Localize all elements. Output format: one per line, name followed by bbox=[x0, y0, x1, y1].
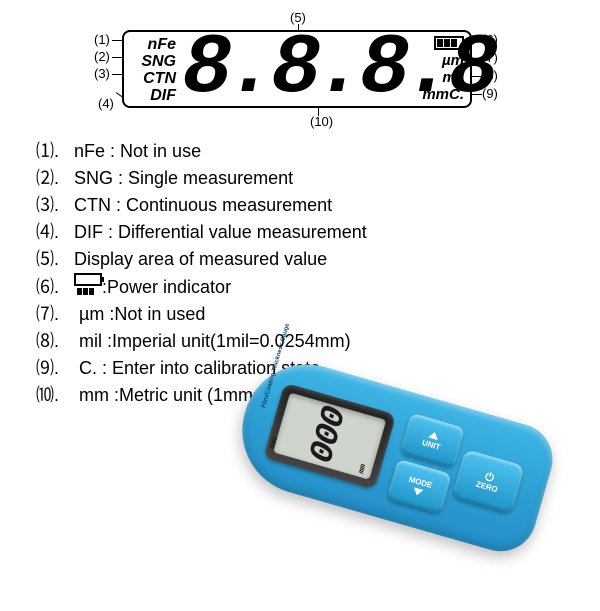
ind-dif: DIF bbox=[132, 87, 176, 104]
device-screen: SNG 000 mm bbox=[273, 393, 386, 480]
legend-num: ⑹. bbox=[36, 274, 74, 301]
legend-num: ⑴. bbox=[36, 138, 74, 165]
device-screen-frame: SNG 000 mm bbox=[263, 383, 396, 490]
device-reading: 000 bbox=[304, 404, 356, 468]
legend-row-5: ⑸.Display area of measured value bbox=[36, 246, 367, 273]
legend-desc: Continuous measurement bbox=[121, 195, 332, 215]
legend-num: ⑵. bbox=[36, 165, 74, 192]
lcd-right-indicators: µm mil mmC. bbox=[422, 36, 464, 103]
legend-row-1: ⑴.nFe : Not in use bbox=[36, 138, 367, 165]
up-icon bbox=[428, 431, 440, 440]
down-icon bbox=[412, 487, 424, 496]
unit-label: UNIT bbox=[421, 438, 441, 452]
zero-button[interactable]: ⏻ ZERO bbox=[452, 449, 525, 514]
legend-desc: Imperial unit(1mil=0.0254mm) bbox=[112, 331, 351, 351]
legend-key: C. : bbox=[74, 358, 107, 378]
battery-icon bbox=[74, 273, 102, 286]
legend-num: ⑽. bbox=[36, 382, 74, 409]
mode-label: MODE bbox=[408, 475, 434, 490]
ind-mmc: mmC. bbox=[422, 86, 464, 103]
legend-row-3: ⑶.CTN : Continuous measurement bbox=[36, 192, 367, 219]
legend-desc: Not in use bbox=[115, 141, 201, 161]
ind-sng: SNG bbox=[132, 53, 176, 70]
legend-num: ⑶. bbox=[36, 192, 74, 219]
legend-row-2: ⑵.SNG : Single measurement bbox=[36, 165, 367, 192]
mode-button[interactable]: MODE bbox=[386, 459, 451, 515]
device-body: Film/Coating Thickness Gauge SNG 000 mm … bbox=[227, 349, 561, 559]
legend-desc: Differential value measurement bbox=[113, 222, 367, 242]
callout-4: (4) bbox=[98, 96, 114, 111]
legend-key: µm : bbox=[74, 304, 114, 324]
legend-num: ⑺. bbox=[36, 301, 74, 328]
legend-key: nFe : bbox=[74, 141, 115, 161]
device-unit: mm bbox=[357, 463, 368, 475]
legend-num: ⑻. bbox=[36, 328, 74, 355]
legend-row-8: ⑻. mil :Imperial unit(1mil=0.0254mm) bbox=[36, 328, 367, 355]
device: Film/Coating Thickness Gauge SNG 000 mm … bbox=[213, 349, 570, 610]
callout-2: (2) bbox=[94, 49, 110, 64]
legend-num: ⑸. bbox=[36, 246, 74, 273]
ind-mil: mil bbox=[442, 69, 464, 86]
callout-1: (1) bbox=[94, 32, 110, 47]
battery-icon bbox=[434, 36, 464, 50]
legend-desc: Single measurement bbox=[123, 168, 293, 188]
legend-key: mm : bbox=[74, 385, 119, 405]
ind-ctn: CTN bbox=[132, 70, 176, 87]
legend-desc: Display area of measured value bbox=[74, 249, 327, 269]
lcd-diagram: (1) (2) (3) (4) (5) (6) (7) (8) (9) (10)… bbox=[100, 18, 495, 116]
zero-label: ZERO bbox=[475, 479, 499, 494]
lcd-frame: nFe SNG CTN DIF 8.8.8.8 µm mil mmC. bbox=[122, 30, 472, 108]
device-sng: SNG bbox=[269, 436, 280, 450]
ind-nfe: nFe bbox=[132, 36, 176, 53]
legend-row-7: ⑺. µm :Not in used bbox=[36, 301, 367, 328]
ind-um: µm bbox=[442, 52, 464, 69]
legend-key: DIF : bbox=[74, 222, 113, 242]
unit-button[interactable]: UNIT bbox=[400, 413, 465, 469]
legend-key: SNG : bbox=[74, 168, 123, 188]
legend-row-4: ⑷.DIF : Differential value measurement bbox=[36, 219, 367, 246]
legend-num: ⑼. bbox=[36, 355, 74, 382]
legend-key: CTN : bbox=[74, 195, 121, 215]
legend-num: ⑷. bbox=[36, 219, 74, 246]
lcd-left-indicators: nFe SNG CTN DIF bbox=[132, 36, 176, 104]
legend-row-6: ⑹. :Power indicator bbox=[36, 273, 367, 301]
legend-key: mil : bbox=[74, 331, 112, 351]
legend-desc: :Power indicator bbox=[102, 277, 231, 297]
callout-3: (3) bbox=[94, 66, 110, 81]
legend-desc: Not in used bbox=[114, 304, 205, 324]
